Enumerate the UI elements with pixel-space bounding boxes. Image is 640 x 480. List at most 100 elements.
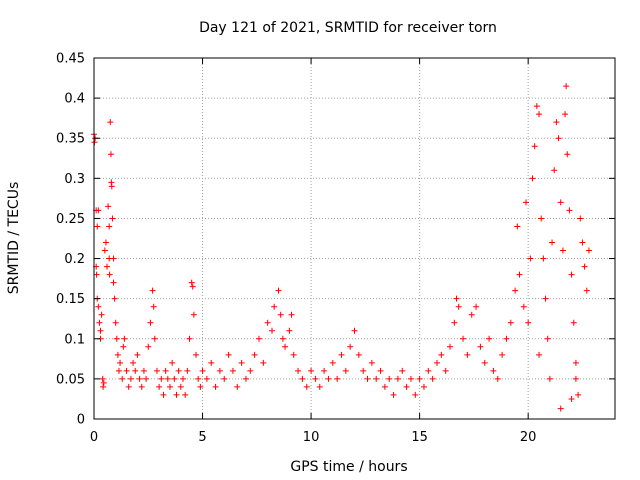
data-point bbox=[269, 327, 276, 334]
data-point bbox=[451, 319, 458, 326]
data-point bbox=[542, 295, 549, 302]
x-tick-label: 10 bbox=[303, 430, 320, 445]
data-point bbox=[473, 303, 480, 310]
data-point bbox=[271, 303, 278, 310]
data-point bbox=[540, 255, 547, 262]
y-tick-label: 0.15 bbox=[56, 292, 85, 307]
data-point bbox=[134, 351, 141, 358]
data-point bbox=[177, 383, 184, 390]
data-point bbox=[447, 343, 454, 350]
data-point bbox=[184, 367, 191, 374]
y-tick-label: 0.4 bbox=[64, 92, 85, 107]
data-point bbox=[325, 375, 332, 382]
data-point bbox=[105, 203, 112, 210]
data-point bbox=[238, 359, 245, 366]
data-point bbox=[140, 367, 147, 374]
data-point bbox=[180, 375, 187, 382]
data-point bbox=[295, 367, 302, 374]
data-point bbox=[186, 335, 193, 342]
data-point bbox=[195, 375, 202, 382]
data-point bbox=[562, 111, 569, 118]
data-point bbox=[127, 375, 134, 382]
data-point bbox=[312, 375, 319, 382]
data-point bbox=[455, 303, 462, 310]
data-point bbox=[514, 223, 521, 230]
data-point bbox=[112, 319, 119, 326]
data-point bbox=[394, 375, 401, 382]
data-point bbox=[199, 367, 206, 374]
data-point bbox=[420, 383, 427, 390]
data-point bbox=[160, 391, 167, 398]
data-point bbox=[512, 287, 519, 294]
data-point bbox=[98, 311, 105, 318]
data-point bbox=[334, 375, 341, 382]
data-point bbox=[364, 375, 371, 382]
data-point bbox=[93, 271, 100, 278]
data-point bbox=[568, 395, 575, 402]
y-tick-label: 0 bbox=[77, 413, 85, 428]
data-point bbox=[355, 351, 362, 358]
data-point bbox=[115, 367, 122, 374]
data-point bbox=[360, 367, 367, 374]
data-point bbox=[100, 379, 107, 386]
data-point bbox=[279, 335, 286, 342]
data-point bbox=[522, 199, 529, 206]
data-point bbox=[173, 391, 180, 398]
data-point bbox=[175, 367, 182, 374]
data-point bbox=[234, 383, 241, 390]
data-point bbox=[329, 359, 336, 366]
x-tick-label: 15 bbox=[411, 430, 428, 445]
data-point bbox=[453, 295, 460, 302]
data-point bbox=[412, 391, 419, 398]
data-point bbox=[113, 335, 120, 342]
data-point bbox=[490, 367, 497, 374]
data-point bbox=[568, 271, 575, 278]
data-point bbox=[130, 359, 137, 366]
data-point bbox=[460, 335, 467, 342]
data-point bbox=[559, 247, 566, 254]
data-point bbox=[158, 375, 165, 382]
data-point bbox=[308, 367, 315, 374]
data-point bbox=[109, 215, 116, 222]
data-point bbox=[390, 391, 397, 398]
data-point bbox=[247, 367, 254, 374]
data-point bbox=[533, 103, 540, 110]
data-point bbox=[499, 351, 506, 358]
data-point bbox=[553, 119, 560, 126]
data-point bbox=[277, 311, 284, 318]
data-point bbox=[286, 327, 293, 334]
data-point bbox=[136, 375, 143, 382]
data-point bbox=[575, 391, 582, 398]
data-point bbox=[464, 351, 471, 358]
data-point bbox=[579, 239, 586, 246]
data-point bbox=[164, 375, 171, 382]
data-point bbox=[111, 295, 118, 302]
data-point bbox=[94, 223, 101, 230]
data-point bbox=[123, 367, 130, 374]
data-point bbox=[242, 375, 249, 382]
data-point bbox=[121, 335, 128, 342]
data-point bbox=[193, 351, 200, 358]
data-point bbox=[316, 383, 323, 390]
data-point bbox=[551, 167, 558, 174]
data-point bbox=[99, 375, 106, 382]
data-point bbox=[138, 383, 145, 390]
data-point bbox=[536, 351, 543, 358]
data-point bbox=[290, 351, 297, 358]
data-point bbox=[429, 375, 436, 382]
data-point bbox=[182, 391, 189, 398]
data-point bbox=[114, 351, 121, 358]
data-point bbox=[117, 359, 124, 366]
data-point bbox=[299, 375, 306, 382]
data-point bbox=[147, 319, 154, 326]
data-point bbox=[189, 283, 196, 290]
data-point bbox=[264, 319, 271, 326]
y-tick-label: 0.2 bbox=[64, 252, 85, 267]
data-point bbox=[288, 311, 295, 318]
data-point bbox=[321, 367, 328, 374]
data-point bbox=[171, 375, 178, 382]
data-points bbox=[91, 83, 592, 412]
x-tick-label: 5 bbox=[198, 430, 206, 445]
data-point bbox=[119, 375, 126, 382]
